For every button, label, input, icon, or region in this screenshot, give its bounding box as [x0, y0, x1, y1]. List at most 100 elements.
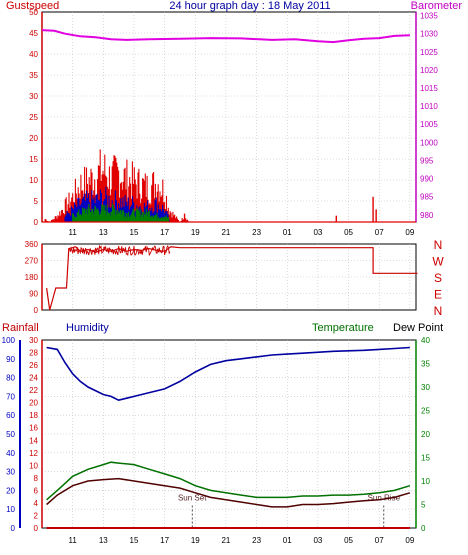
- rainfall-tick-label: 18: [29, 411, 38, 420]
- gustspeed-label: Gustspeed: [6, 0, 59, 12]
- temperature-tick-label: 20: [421, 430, 430, 439]
- bottom-x-tick-label: 23: [252, 536, 261, 545]
- top-x-tick-label: 05: [344, 228, 353, 237]
- top-right-tick-label: 1000: [420, 138, 438, 147]
- rainfall-tick-label: 2: [34, 511, 39, 520]
- top-x-tick-label: 17: [160, 228, 169, 237]
- compass-letter-n: N: [434, 304, 443, 318]
- top-left-tick-label: 15: [29, 155, 38, 164]
- bottom-x-tick-label: 21: [221, 536, 230, 545]
- humidity-legend: Humidity: [66, 322, 109, 334]
- chart-title: 24 hour graph day : 18 May 2011: [169, 0, 330, 12]
- bottom-x-tick-label: 01: [283, 536, 292, 545]
- top-x-tick-label: 11: [68, 228, 77, 237]
- humidity-tick-label: 80: [6, 374, 15, 383]
- top-left-tick-label: 40: [29, 50, 38, 59]
- compass-letter-w: W: [432, 255, 444, 269]
- top-left-tick-label: 10: [29, 176, 38, 185]
- barometer-label: Barometer: [411, 0, 463, 12]
- wind-direction-line: [46, 246, 418, 311]
- direction-plot-frame: [41, 243, 417, 311]
- compass-letter-s: S: [434, 271, 442, 285]
- rainfall-tick-label: 8: [34, 474, 39, 483]
- humidity-tick-label: 50: [6, 430, 15, 439]
- top-x-tick-label: 07: [375, 228, 384, 237]
- temperature-tick-label: 15: [421, 454, 430, 463]
- rainfall-tick-label: 0: [34, 524, 39, 533]
- sunrise-label: Sun Rise: [368, 494, 401, 503]
- direction-tick-label: 180: [25, 273, 39, 282]
- bottom-x-tick-label: 11: [68, 536, 77, 545]
- compass-letter-e: E: [434, 288, 442, 302]
- top-right-tick-label: 1035: [420, 12, 438, 21]
- top-x-tick-label: 13: [99, 228, 108, 237]
- bottom-x-tick-label: 17: [160, 536, 169, 545]
- humidity-tick-label: 0: [11, 524, 16, 533]
- bottom-x-tick-label: 13: [99, 536, 108, 545]
- top-right-tick-label: 1010: [420, 102, 438, 111]
- rainfall-tick-label: 14: [29, 436, 38, 445]
- bottom-x-tick-label: 05: [344, 536, 353, 545]
- bottom-x-tick-label: 19: [191, 536, 200, 545]
- top-x-tick-label: 23: [252, 228, 261, 237]
- temperature-tick-label: 10: [421, 477, 430, 486]
- avg-speed-bars: [72, 203, 170, 222]
- top-x-tick-label: 21: [221, 228, 230, 237]
- humidity-tick-label: 90: [6, 355, 15, 364]
- direction-tick-label: 90: [29, 290, 38, 299]
- rainfall-tick-label: 22: [29, 386, 38, 395]
- bottom-x-tick-label: 09: [405, 536, 414, 545]
- humidity-tick-label: 20: [6, 486, 15, 495]
- rainfall-tick-label: 30: [29, 336, 38, 345]
- wind-direction-jitter: [69, 244, 171, 257]
- top-x-tick-label: 09: [405, 228, 414, 237]
- rainfall-tick-label: 28: [29, 349, 38, 358]
- temperature-tick-label: 0: [421, 524, 426, 533]
- dewpoint-legend: Dew Point: [393, 322, 443, 334]
- humidity-tick-label: 10: [6, 505, 15, 514]
- top-left-tick-label: 35: [29, 71, 38, 80]
- direction-tick-label: 270: [25, 257, 39, 266]
- top-x-tick-label: 15: [130, 228, 139, 237]
- temperature-line: [46, 461, 411, 501]
- top-right-tick-label: 995: [420, 156, 434, 165]
- top-left-tick-label: 50: [29, 8, 38, 17]
- top-left-tick-label: 5: [34, 197, 39, 206]
- bottom-x-tick-label: 07: [375, 536, 384, 545]
- direction-tick-label: 360: [25, 240, 39, 249]
- top-x-tick-label: 03: [313, 228, 322, 237]
- temperature-tick-label: 30: [421, 383, 430, 392]
- top-right-tick-label: 985: [420, 193, 434, 202]
- top-left-tick-label: 30: [29, 92, 38, 101]
- top-right-tick-label: 1030: [420, 30, 438, 39]
- rainfall-tick-label: 20: [29, 399, 38, 408]
- temperature-legend: Temperature: [312, 322, 374, 334]
- sunset-label: Sun Set: [178, 494, 207, 503]
- temperature-tick-label: 40: [421, 336, 430, 345]
- humidity-tick-label: 70: [6, 392, 15, 401]
- bottom-x-tick-label: 03: [313, 536, 322, 545]
- rainfall-tick-label: 6: [34, 486, 39, 495]
- top-left-tick-label: 25: [29, 113, 38, 122]
- top-right-tick-label: 1020: [420, 66, 438, 75]
- top-left-tick-label: 0: [34, 218, 39, 227]
- direction-tick-label: 0: [34, 306, 39, 315]
- rainfall-tick-label: 4: [34, 499, 39, 508]
- top-right-tick-label: 980: [420, 211, 434, 220]
- humidity-tick-label: 60: [6, 411, 15, 420]
- top-right-tick-label: 1005: [420, 120, 438, 129]
- top-right-tick-label: 990: [420, 175, 434, 184]
- temperature-tick-label: 25: [421, 407, 430, 416]
- top-x-tick-label: 01: [283, 228, 292, 237]
- rainfall-tick-label: 10: [29, 461, 38, 470]
- rainfall-tick-label: 12: [29, 449, 38, 458]
- rainfall-tick-label: 16: [29, 424, 38, 433]
- dewpoint-line: [46, 477, 411, 508]
- bottom-x-tick-label: 15: [130, 536, 139, 545]
- temperature-tick-label: 5: [421, 501, 426, 510]
- top-x-tick-label: 19: [191, 228, 200, 237]
- humidity-line: [46, 346, 410, 402]
- rainfall-tick-label: 24: [29, 374, 38, 383]
